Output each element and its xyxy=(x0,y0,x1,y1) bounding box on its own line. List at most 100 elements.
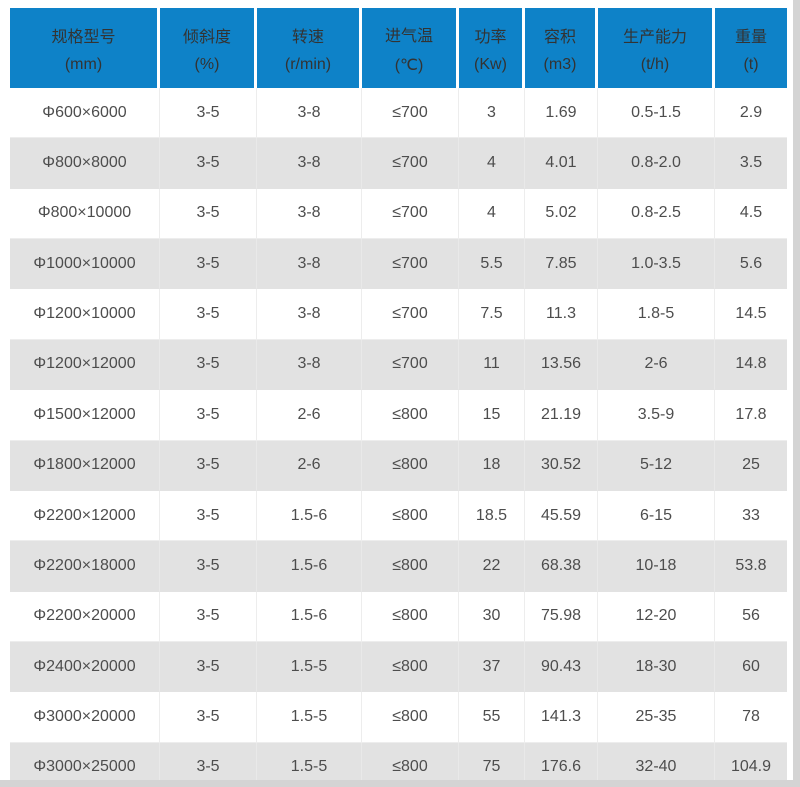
table-body: Φ600×6000 3-5 3-8 ≤700 3 1.69 0.5-1.5 2.9 Φ800×8… xyxy=(10,88,787,787)
table-cell: Φ600×6000 xyxy=(10,88,160,139)
table-cell: 3-5 xyxy=(160,138,257,189)
col-header-speed-title: 转速 xyxy=(291,28,324,46)
table-cell: 18.5 xyxy=(459,490,525,542)
table-cell: 18-30 xyxy=(598,641,715,693)
table-cell: 60 xyxy=(715,641,787,693)
table-cell: 3.5 xyxy=(715,138,787,189)
table-cell: 68.38 xyxy=(525,541,598,592)
table-cell: 7.5 xyxy=(459,289,525,340)
table-cell: 55 xyxy=(459,692,525,743)
table-cell: 3-5 xyxy=(160,541,257,592)
table-row: Φ1500×12000 3-5 2-6 ≤800 15 21.19 3.5-9 17.8 xyxy=(10,390,787,441)
table-cell: 3.5-9 xyxy=(598,390,715,441)
col-header-volume-title: 容积 xyxy=(543,28,576,46)
bottom-edge-shadow xyxy=(0,780,800,787)
table-cell: 3-5 xyxy=(160,440,257,491)
table-cell: 3-5 xyxy=(160,490,257,542)
table-row: Φ800×10000 3-5 3-8 ≤700 4 5.02 0.8-2.5 4.5 xyxy=(10,188,787,240)
table-cell: 1.5-5 xyxy=(257,641,362,693)
table-cell: 1.69 xyxy=(525,88,598,139)
table-cell: 0.5-1.5 xyxy=(598,88,715,139)
table-row: Φ1000×10000 3-5 3-8 ≤700 5.5 7.85 1.0-3.5 5.6 xyxy=(10,239,787,290)
table-cell: 22 xyxy=(459,541,525,592)
table-cell: ≤800 xyxy=(362,390,459,441)
table-cell: 5.5 xyxy=(459,239,525,290)
table-cell: 3 xyxy=(459,88,525,139)
table-cell: ≤800 xyxy=(362,490,459,542)
col-header-weight: 重量 (t) xyxy=(715,8,787,88)
table-cell: Φ800×10000 xyxy=(10,188,160,240)
table-cell: 18 xyxy=(459,440,525,491)
table-cell: 37 xyxy=(459,641,525,693)
table-cell: ≤700 xyxy=(362,289,459,340)
table-cell: ≤800 xyxy=(362,541,459,592)
table-cell: ≤700 xyxy=(362,339,459,391)
table-cell: 1.5-6 xyxy=(257,490,362,542)
table-cell: 25-35 xyxy=(598,692,715,743)
table-cell: 4.01 xyxy=(525,138,598,189)
table-cell: 4.5 xyxy=(715,188,787,240)
table-cell: 0.8-2.5 xyxy=(598,188,715,240)
table-cell: 104.9 xyxy=(715,742,787,787)
table-cell: 3-5 xyxy=(160,692,257,743)
col-header-power: 功率 (Kw) xyxy=(459,8,525,88)
table-row: Φ800×8000 3-5 3-8 ≤700 4 4.01 0.8-2.0 3.5 xyxy=(10,138,787,189)
col-header-weight-title: 重量 xyxy=(734,28,767,46)
table-cell: 14.8 xyxy=(715,339,787,391)
table-cell: 1.5-6 xyxy=(257,541,362,592)
right-edge-shadow xyxy=(793,0,800,787)
table-cell: Φ800×8000 xyxy=(10,138,160,189)
table-cell: 7.85 xyxy=(525,239,598,290)
col-header-incline: 倾斜度 (%) xyxy=(160,8,257,88)
table-cell: 90.43 xyxy=(525,641,598,693)
col-header-power-title: 功率 xyxy=(474,28,507,46)
table-cell: 53.8 xyxy=(715,541,787,592)
table-cell: 13.56 xyxy=(525,339,598,391)
table-cell: ≤800 xyxy=(362,591,459,642)
table-cell: 3-8 xyxy=(257,88,362,139)
table-cell: ≤700 xyxy=(362,138,459,189)
table-cell: 3-5 xyxy=(160,591,257,642)
table-row: Φ600×6000 3-5 3-8 ≤700 3 1.69 0.5-1.5 2.9 xyxy=(10,88,787,139)
table-cell: 30 xyxy=(459,591,525,642)
col-header-power-unit: (Kw) xyxy=(474,55,507,73)
table-cell: 0.8-2.0 xyxy=(598,138,715,189)
table-cell: 2-6 xyxy=(257,440,362,491)
table-cell: 3-8 xyxy=(257,289,362,340)
table-cell: Φ2200×20000 xyxy=(10,591,160,642)
table-cell: 56 xyxy=(715,591,787,642)
table-cell: 5.6 xyxy=(715,239,787,290)
table-cell: 75.98 xyxy=(525,591,598,642)
table-cell: ≤800 xyxy=(362,440,459,491)
table-cell: 3-8 xyxy=(257,339,362,391)
table-cell: Φ3000×20000 xyxy=(10,692,160,743)
table-cell: 3-8 xyxy=(257,239,362,290)
table-cell: 3-5 xyxy=(160,188,257,240)
table-cell: Φ2400×20000 xyxy=(10,641,160,693)
table-cell: 6-15 xyxy=(598,490,715,542)
table-cell: 3-5 xyxy=(160,239,257,290)
col-header-capacity: 生产能力 (t/h) xyxy=(598,8,715,88)
table-row: Φ1200×12000 3-5 3-8 ≤700 11 13.56 2-6 14.8 xyxy=(10,339,787,391)
col-header-speed-unit: (r/min) xyxy=(284,55,332,73)
table-cell: 33 xyxy=(715,490,787,542)
table-cell: 17.8 xyxy=(715,390,787,441)
table-cell: ≤800 xyxy=(362,692,459,743)
table-cell: 2-6 xyxy=(257,390,362,441)
table-header: 规格型号 (mm) 倾斜度 (%) 转速 (r/min) 进气温 (℃) 功率 xyxy=(10,8,787,88)
table-cell: 25 xyxy=(715,440,787,491)
table-cell: 32-40 xyxy=(598,742,715,787)
table-cell: 75 xyxy=(459,742,525,787)
table-row: Φ3000×20000 3-5 1.5-5 ≤800 55 141.3 25-35 78 xyxy=(10,692,787,743)
table-row: Φ1200×10000 3-5 3-8 ≤700 7.5 11.3 1.8-5 14.5 xyxy=(10,289,787,340)
table-cell: 3-8 xyxy=(257,138,362,189)
table-cell: Φ1200×12000 xyxy=(10,339,160,391)
col-header-capacity-unit: (t/h) xyxy=(640,55,670,73)
table-cell: ≤700 xyxy=(362,188,459,240)
table-cell: Φ3000×25000 xyxy=(10,742,160,787)
table-cell: 3-5 xyxy=(160,289,257,340)
table-cell: 3-5 xyxy=(160,88,257,139)
table-cell: 2-6 xyxy=(598,339,715,391)
table-row: Φ3000×25000 3-5 1.5-5 ≤800 75 176.6 32-40 104.9 xyxy=(10,742,787,787)
table-cell: 3-5 xyxy=(160,742,257,787)
